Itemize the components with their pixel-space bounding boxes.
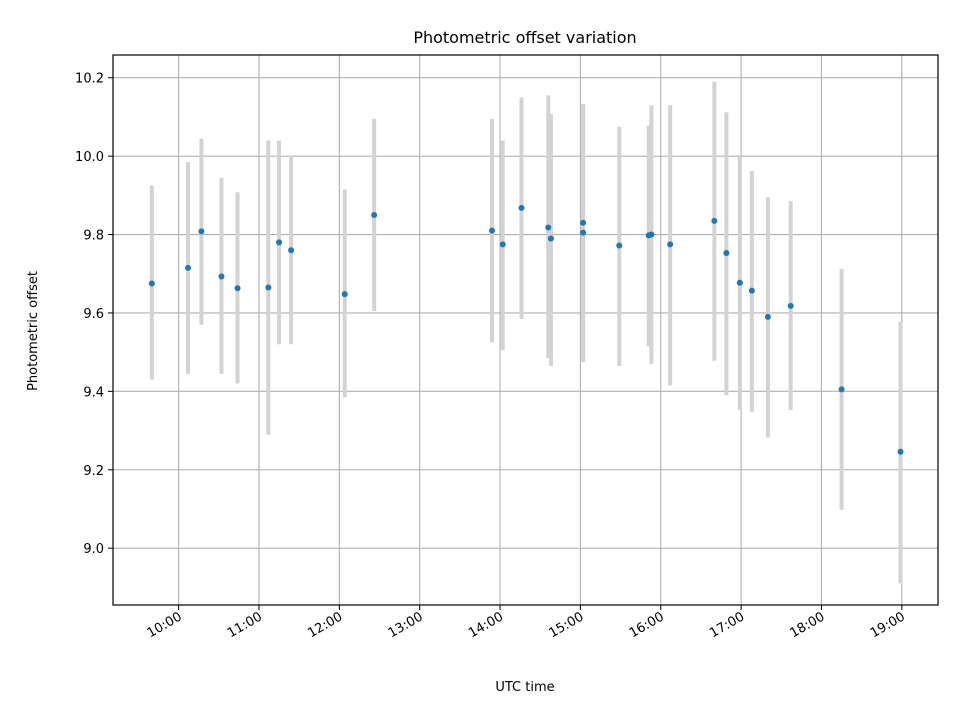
y-tick-label: 9.2 bbox=[83, 464, 104, 479]
data-point bbox=[288, 247, 295, 254]
data-point bbox=[148, 280, 155, 287]
data-point bbox=[787, 302, 794, 309]
data-point bbox=[234, 285, 241, 292]
data-point bbox=[341, 291, 348, 298]
data-point bbox=[545, 224, 552, 231]
y-tick-label: 9.6 bbox=[83, 307, 104, 322]
data-point bbox=[371, 211, 378, 218]
data-point bbox=[838, 386, 845, 393]
data-point bbox=[667, 241, 674, 248]
data-point bbox=[616, 242, 623, 249]
data-point bbox=[547, 235, 554, 242]
data-point bbox=[218, 273, 225, 280]
data-point bbox=[499, 241, 506, 248]
data-point bbox=[897, 448, 904, 455]
axes-frame bbox=[112, 54, 939, 606]
chart-title: Photometric offset variation bbox=[413, 28, 636, 47]
data-point bbox=[764, 313, 771, 320]
y-tick-label: 9.8 bbox=[83, 229, 104, 244]
data-point bbox=[711, 217, 718, 224]
y-tick-label: 9.0 bbox=[83, 542, 104, 557]
data-point bbox=[736, 279, 743, 286]
data-point bbox=[276, 239, 283, 246]
data-point bbox=[518, 204, 525, 211]
data-points bbox=[148, 204, 904, 455]
data-point bbox=[748, 287, 755, 294]
data-point bbox=[580, 229, 587, 236]
data-point bbox=[580, 219, 587, 226]
y-tick-label: 10.2 bbox=[75, 72, 104, 87]
data-point bbox=[265, 284, 272, 291]
y-axis-label: Photometric offset bbox=[26, 271, 41, 391]
data-point bbox=[648, 231, 655, 238]
data-point bbox=[185, 264, 191, 271]
x-axis-label: UTC time bbox=[495, 680, 554, 695]
data-point bbox=[723, 249, 730, 256]
y-axis-ticks: 9.0 9.2 9.4 9.6 9.8 10.0 10.2 bbox=[75, 72, 113, 557]
data-point bbox=[489, 227, 496, 234]
y-tick-label: 10.0 bbox=[75, 150, 104, 165]
y-tick-label: 9.4 bbox=[83, 385, 104, 400]
data-point bbox=[198, 228, 205, 235]
